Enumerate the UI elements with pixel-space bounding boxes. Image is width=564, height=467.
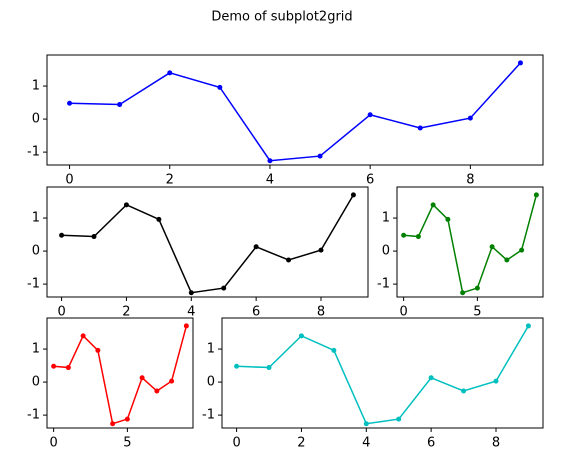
y-tick-label: 0 [32,375,40,390]
point [267,158,273,164]
point [65,365,71,371]
line [61,194,355,294]
point [396,416,402,422]
x-tick-label: 8 [492,436,500,451]
x-tick-label: 0 [399,305,407,320]
y-tick-label: 1 [32,211,40,226]
point [80,333,86,339]
point [188,290,194,296]
y-tick-label: 0 [32,112,40,127]
line [69,62,522,162]
point [350,192,356,198]
y-tick-label: 1 [207,342,215,357]
y-tick-label: 0 [207,375,215,390]
point [417,125,423,131]
axes-frame [46,317,194,429]
x-tick-label: 0 [232,436,240,451]
x-tick-label: 8 [317,305,325,320]
point [67,100,73,106]
point [253,244,259,250]
x-tick-label: 0 [65,173,73,188]
y-tick-label: -1 [377,277,390,292]
y-tick-label: -1 [27,408,40,423]
y-tick-label: 1 [32,342,40,357]
point [110,421,116,427]
point [428,375,434,381]
x-tick-label: 4 [362,436,370,451]
line [53,325,188,425]
point [493,378,499,384]
x-tick-label: 8 [466,173,474,188]
point [533,192,539,198]
line [236,325,530,425]
point [298,333,304,339]
point [519,247,525,253]
y-tick-label: 1 [32,79,40,94]
point [156,216,162,222]
x-tick-label: 5 [473,305,481,320]
y-tick-label: 0 [32,244,40,259]
y-tick-label: -1 [27,145,40,160]
point [467,115,473,121]
point [59,232,65,238]
line [403,194,538,294]
point [169,378,175,384]
x-tick-label: 6 [366,173,374,188]
x-tick-label: 4 [187,305,195,320]
point [217,84,223,90]
point [154,388,160,394]
point [525,323,531,329]
point [504,257,510,263]
point [124,416,130,422]
y-tick-label: -1 [27,277,40,292]
point [401,232,407,238]
point [460,290,466,296]
point [286,257,292,263]
point [95,347,101,353]
point [331,347,337,353]
point [167,70,173,76]
point [234,363,240,369]
point [430,202,436,208]
x-tick-label: 2 [297,436,305,451]
point [415,234,421,240]
point [139,375,145,381]
point [51,363,57,369]
axes-frame [396,186,544,298]
point [363,421,369,427]
point [117,102,123,108]
x-tick-label: 6 [252,305,260,320]
y-tick-label: 1 [382,211,390,226]
point [474,285,480,291]
x-tick-label: 2 [166,173,174,188]
point [318,247,324,253]
y-tick-label: 0 [382,244,390,259]
y-tick-label: -1 [202,408,215,423]
point [123,202,129,208]
point [266,365,272,371]
axes-frame [46,54,544,166]
x-tick-label: 5 [123,436,131,451]
x-tick-label: 4 [266,173,274,188]
x-tick-label: 0 [57,305,65,320]
point [445,216,451,222]
x-tick-label: 6 [427,436,435,451]
point [517,60,523,66]
x-tick-label: 0 [49,436,57,451]
axes-frame [221,317,544,429]
point [221,285,227,291]
point [489,244,495,250]
x-tick-label: 2 [122,305,130,320]
axes-frame [46,186,369,298]
point [91,234,97,240]
point [367,112,373,118]
point [183,323,189,329]
point [461,388,467,394]
point [317,153,323,159]
figure-title: Demo of subplot2grid [211,10,352,25]
